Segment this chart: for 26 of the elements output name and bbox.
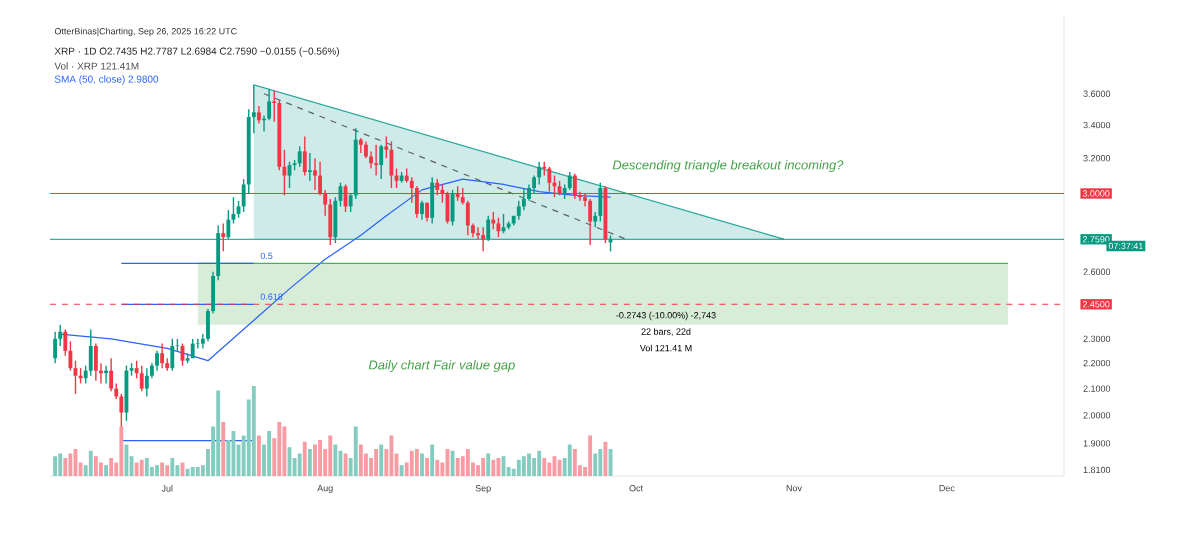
candlestick	[430, 176, 435, 225]
candlestick	[481, 226, 486, 252]
candlestick	[53, 331, 58, 364]
candlestick	[307, 152, 312, 182]
candlestick	[588, 198, 593, 246]
candlestick	[93, 342, 98, 382]
candlestick	[379, 144, 384, 180]
candlestick	[160, 342, 165, 369]
candlestick	[144, 367, 149, 398]
candlestick	[302, 135, 307, 177]
candlestick	[496, 217, 501, 238]
candlestick	[537, 160, 542, 186]
candlestick	[155, 350, 159, 372]
candlestick	[139, 364, 144, 392]
candlestick	[358, 137, 363, 154]
candlestick	[420, 200, 424, 221]
candlestick	[374, 144, 379, 177]
candlestick	[328, 198, 333, 246]
line-series	[59, 178, 612, 362]
candlestick	[170, 338, 175, 372]
candlestick	[88, 328, 93, 377]
candlestick	[389, 140, 394, 189]
candlestick	[221, 222, 226, 252]
candlestick	[109, 357, 114, 392]
candlestick	[297, 145, 302, 168]
candlestick	[598, 181, 603, 223]
